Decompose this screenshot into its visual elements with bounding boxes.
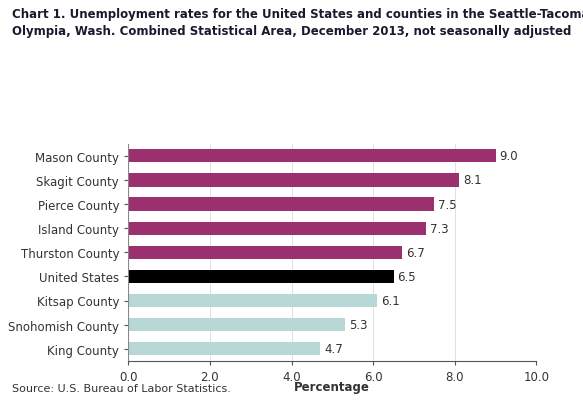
Text: Source: U.S. Bureau of Labor Statistics.: Source: U.S. Bureau of Labor Statistics. bbox=[12, 383, 230, 393]
Bar bbox=[128, 294, 377, 307]
Text: 6.5: 6.5 bbox=[398, 270, 416, 283]
Bar bbox=[128, 198, 434, 211]
Bar bbox=[128, 270, 394, 283]
Bar bbox=[128, 222, 426, 235]
Bar bbox=[128, 342, 320, 356]
Bar bbox=[128, 318, 345, 331]
Bar bbox=[128, 246, 402, 259]
Text: 8.1: 8.1 bbox=[463, 174, 482, 187]
Text: Chart 1. Unemployment rates for the United States and counties in the Seattle-Ta: Chart 1. Unemployment rates for the Unit… bbox=[12, 8, 583, 38]
Text: Percentage: Percentage bbox=[294, 380, 370, 393]
Text: 6.7: 6.7 bbox=[406, 246, 424, 259]
Text: 5.3: 5.3 bbox=[349, 318, 367, 331]
Text: 7.5: 7.5 bbox=[438, 198, 457, 211]
Text: 7.3: 7.3 bbox=[430, 222, 449, 235]
Text: 9.0: 9.0 bbox=[500, 150, 518, 163]
Bar bbox=[128, 150, 496, 163]
Text: 6.1: 6.1 bbox=[381, 294, 400, 307]
Text: 4.7: 4.7 bbox=[324, 342, 343, 355]
Bar bbox=[128, 174, 459, 187]
